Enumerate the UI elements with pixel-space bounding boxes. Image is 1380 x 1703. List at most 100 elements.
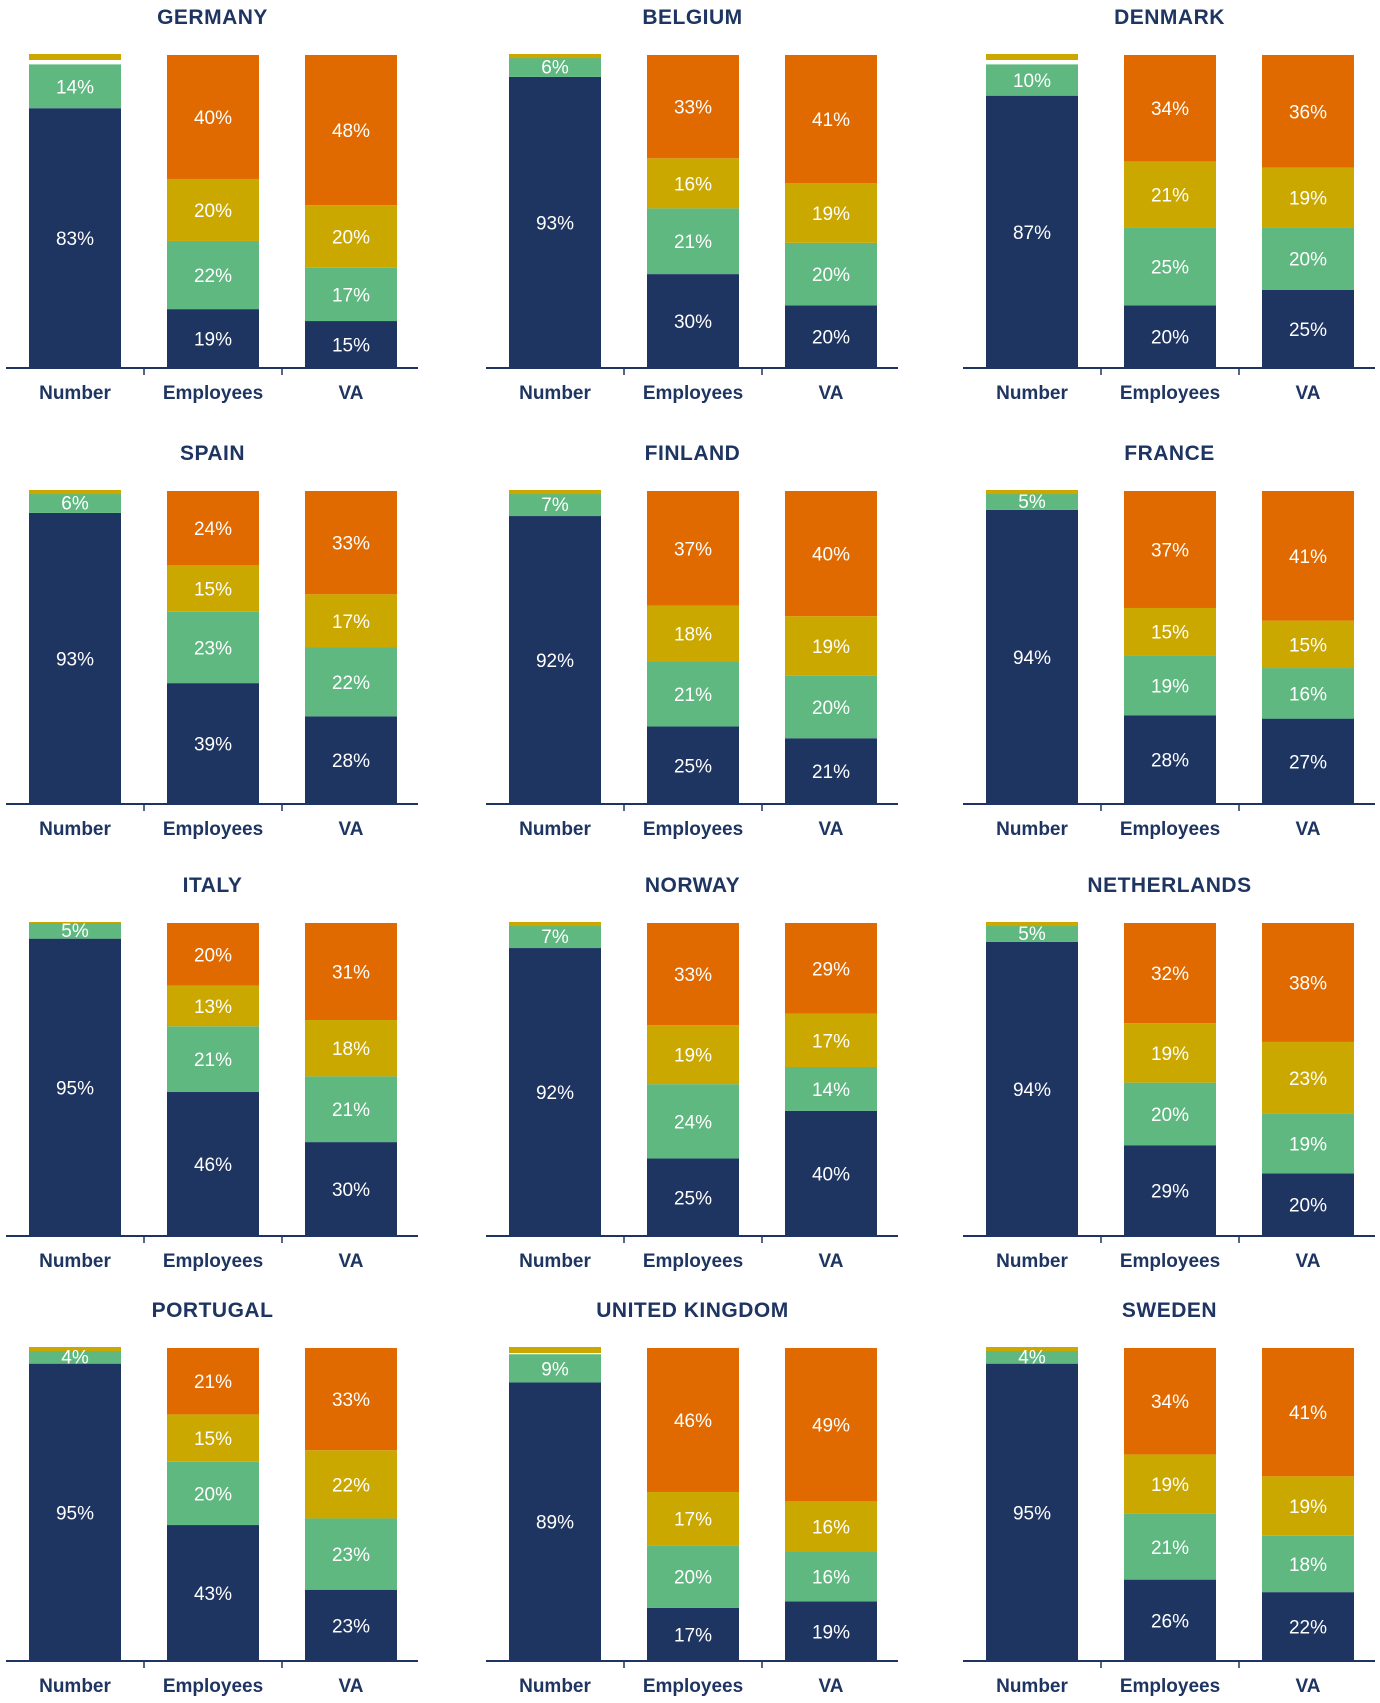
category-label: Number — [39, 1251, 111, 1272]
data-label: 20% — [1289, 249, 1327, 270]
data-label: 23% — [1289, 1069, 1327, 1090]
data-label: 17% — [674, 1625, 712, 1646]
data-label: 5% — [1018, 924, 1046, 945]
data-label: 34% — [1151, 1392, 1189, 1413]
data-label: 25% — [1151, 257, 1189, 278]
bar-segment — [305, 1518, 397, 1590]
data-label: 5% — [61, 921, 89, 942]
chart-title: NORWAY — [644, 874, 741, 897]
data-label: 95% — [56, 1503, 94, 1524]
data-label: 21% — [674, 685, 712, 706]
category-label: Number — [996, 819, 1068, 840]
data-label: 23% — [332, 1545, 370, 1566]
category-label: Number — [519, 1676, 591, 1697]
bar-segment — [986, 95, 1078, 368]
data-label: 20% — [194, 201, 232, 222]
category-label: VA — [819, 1251, 844, 1272]
country-chart: SPAIN 93% 6% Number 39% 23% 15% 24% Employees 28%… — [0, 436, 440, 846]
bar-segment — [509, 490, 601, 496]
data-label: 21% — [194, 1372, 232, 1393]
data-label: 17% — [332, 285, 370, 306]
data-label: 43% — [194, 1584, 232, 1605]
category-label: Number — [996, 383, 1068, 404]
category-label: Number — [519, 819, 591, 840]
stacked-bar: 27% 16% 15% 41% — [1262, 491, 1354, 804]
data-label: 19% — [812, 1622, 850, 1643]
data-label: 18% — [674, 625, 712, 646]
data-label: 20% — [194, 1484, 232, 1505]
bar-segment — [509, 922, 601, 928]
stacked-bar-chart: 94% 5% Number 29% 20% 19% 32% Employees 20% 19% 23… — [963, 922, 1375, 1272]
stacked-bar: 95% 5% — [29, 921, 121, 1236]
bar-segment — [29, 64, 121, 109]
chart-title: GERMANY — [157, 6, 268, 29]
bar-segment — [986, 494, 1078, 510]
bar-segment — [1124, 161, 1216, 228]
bar-segment — [305, 1020, 397, 1077]
bar-segment — [167, 178, 259, 241]
bar-segment — [305, 923, 397, 1021]
category-label: Number — [996, 1251, 1068, 1272]
bar-segment — [986, 54, 1078, 60]
data-label: 7% — [541, 495, 569, 516]
bar-segment — [1124, 1348, 1216, 1455]
category-label: Employees — [1120, 819, 1220, 840]
data-label: 30% — [332, 1180, 370, 1201]
bar-segment — [305, 594, 397, 648]
data-label: 24% — [194, 519, 232, 540]
bar-segment — [785, 1501, 877, 1552]
stacked-bar-chart: 93% 6% Number 30% 21% 16% 33% Employees 20% 20% 19… — [486, 54, 898, 404]
data-label: 20% — [194, 945, 232, 966]
category-label: Number — [519, 383, 591, 404]
data-label: 22% — [194, 266, 232, 287]
bar-segment — [986, 509, 1078, 804]
bar-segment — [647, 1158, 739, 1236]
bar-segment — [167, 1092, 259, 1236]
bar-segment — [647, 491, 739, 606]
bar-segment — [1262, 167, 1354, 228]
category-label: VA — [819, 819, 844, 840]
bar-segment — [1262, 227, 1354, 290]
stacked-bar: 92% 7% — [509, 490, 601, 804]
data-label: 41% — [812, 110, 850, 131]
data-label: 19% — [194, 330, 232, 351]
bar-segment — [1262, 620, 1354, 669]
data-label: 16% — [812, 1567, 850, 1588]
bar-segment — [1262, 718, 1354, 804]
data-label: 21% — [332, 1100, 370, 1121]
bar-segment — [647, 1084, 739, 1159]
data-label: 20% — [674, 1567, 712, 1588]
data-label: 37% — [1151, 540, 1189, 561]
category-label: Number — [39, 819, 111, 840]
data-label: 28% — [1151, 751, 1189, 772]
stacked-bar: 93% 6% — [509, 54, 601, 368]
category-label: Number — [39, 383, 111, 404]
data-label: 15% — [332, 336, 370, 357]
bar-segment — [647, 1607, 739, 1661]
bar-segment — [1262, 491, 1354, 621]
stacked-bar: 25% 20% 19% 36% — [1262, 55, 1354, 368]
bar-segment — [785, 1348, 877, 1502]
data-label: 25% — [674, 756, 712, 777]
data-label: 16% — [1289, 684, 1327, 705]
bar-segment — [29, 1363, 121, 1661]
bar-segment — [305, 1076, 397, 1143]
stacked-bar-chart: 87% 10% Number 20% 25% 21% 34% Employees 25% 20% 1… — [963, 54, 1375, 404]
data-label: 29% — [1151, 1182, 1189, 1203]
bar-segment — [29, 512, 121, 804]
category-label: VA — [339, 1676, 364, 1697]
bar-segment — [305, 1142, 397, 1236]
bar-segment — [785, 242, 877, 306]
chart-title: UNITED KINGDOM — [596, 1299, 789, 1322]
data-label: 19% — [1289, 1135, 1327, 1156]
bar-segment — [986, 64, 1078, 96]
stacked-bar: 94% 5% — [986, 922, 1078, 1236]
bar-segment — [167, 55, 259, 179]
stacked-bar: 94% 5% — [986, 490, 1078, 804]
data-label: 30% — [674, 312, 712, 333]
chart-title: NETHERLANDS — [1087, 874, 1252, 897]
stacked-bar-chart: 94% 5% Number 28% 19% 15% 37% Employees 27% 16% 15… — [963, 490, 1375, 840]
bar-segment — [1262, 1173, 1354, 1236]
data-label: 28% — [332, 751, 370, 772]
stacked-bar: 28% 19% 15% 37% — [1124, 491, 1216, 804]
